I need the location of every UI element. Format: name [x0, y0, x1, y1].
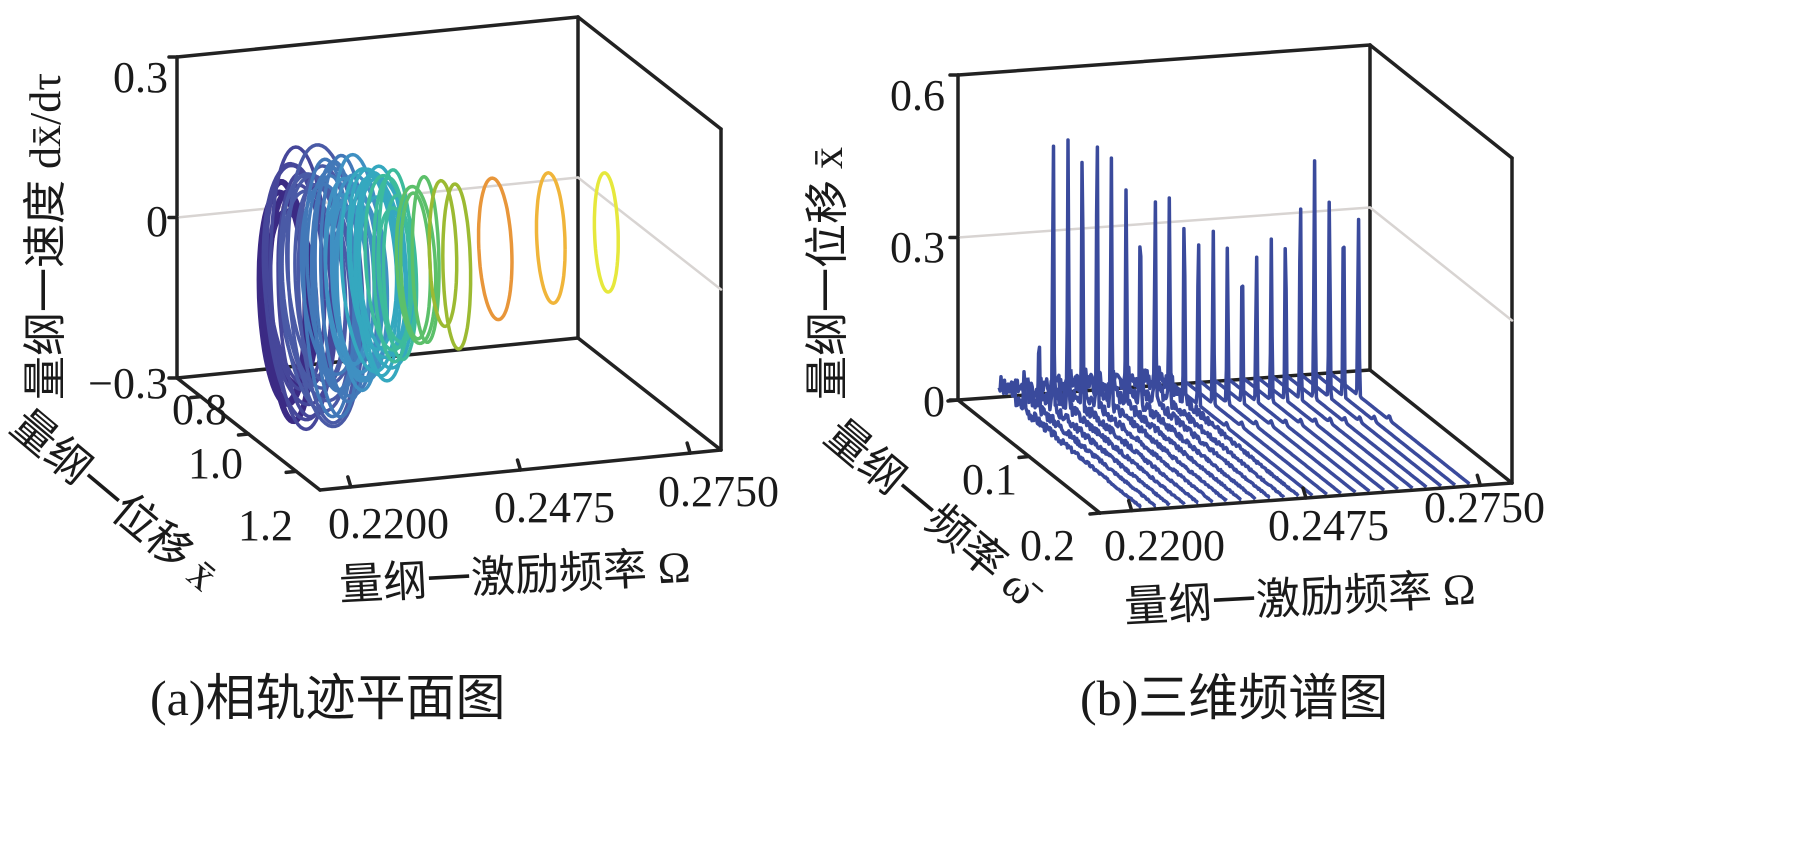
trajectory-loop	[476, 176, 514, 322]
trajectory-series	[256, 143, 620, 432]
x-tick-label: 0.2750	[658, 467, 779, 516]
y-tick-mark	[284, 469, 298, 475]
spectrum-line	[1025, 144, 1171, 507]
y-tick-mark	[1088, 511, 1102, 516]
trajectory-loop	[441, 182, 473, 351]
y-tick-mark	[189, 394, 203, 400]
z-axis-title: 量纲一位移 x̄	[803, 147, 852, 400]
axes-box-front	[167, 55, 723, 492]
spectrum-line	[1069, 145, 1214, 504]
spectrum-line	[1040, 138, 1186, 506]
x-tick-mark	[346, 475, 353, 489]
spectrum-line	[1226, 255, 1371, 493]
spectrum-line	[1140, 196, 1286, 499]
y-tick-mark	[236, 432, 251, 437]
spectrum-line	[1240, 237, 1386, 492]
spectrum-line	[1097, 188, 1243, 502]
spectrum-line	[1126, 200, 1271, 500]
trajectory-loop	[371, 176, 412, 364]
z-tick-label: 0	[923, 377, 945, 426]
spectrum-line	[1183, 229, 1328, 496]
spectrum-line	[1197, 246, 1342, 495]
spectrum-line	[997, 370, 1143, 509]
axis-edge	[1368, 43, 1514, 160]
x-tick-mark	[1301, 486, 1308, 500]
x-axis-title: 量纲一激励频率 Ω	[1123, 565, 1477, 632]
x-tick-mark	[1126, 498, 1134, 513]
y-tick-label: 1.2	[238, 501, 293, 550]
z-tick-label: −0.3	[88, 359, 168, 408]
y-tick-label: 1.0	[188, 439, 243, 488]
spectrum-line	[1054, 160, 1200, 505]
spectrum-line	[1283, 159, 1428, 489]
spectrum-line	[1169, 243, 1314, 497]
y-tick-label: 0.2	[1020, 521, 1075, 570]
x-tick-label: 0.2200	[328, 499, 449, 548]
spectrum-plot: 0.6 0.3 0 0 0.1 0.2 0.2200 0.2475 0.2750…	[803, 43, 1545, 726]
spectrum-line	[1254, 246, 1399, 491]
axes-box-back	[175, 15, 723, 452]
trajectory-loop	[394, 184, 438, 346]
spectrum-line	[1212, 284, 1357, 494]
z-axis-title: 量纲一速度 dx̄/dτ	[21, 73, 70, 400]
reference-line	[1368, 206, 1514, 322]
spectrum-line	[1012, 345, 1157, 508]
spectrum-line	[1111, 245, 1257, 501]
trajectory-loop	[427, 178, 459, 329]
z-tick-label: 0.6	[890, 71, 945, 120]
reference-line	[956, 206, 1372, 239]
x-tick-label: 0.2475	[1268, 501, 1389, 550]
z-tick-label: 0.3	[890, 223, 945, 272]
spectrum-series	[997, 138, 1471, 509]
caption-b: (b)三维频谱图	[1080, 670, 1388, 726]
phase-trajectory-plot: 0.3 0 −0.3 0.8 1.0 1.2 0.2200 0.2475 0.2…	[2, 15, 779, 726]
spectrum-line	[1311, 245, 1457, 487]
x-tick-mark	[515, 458, 523, 472]
spectrum-line	[1269, 207, 1414, 490]
caption-a: (a)相轨迹平面图	[150, 670, 506, 726]
y-tick-label: 0.1	[962, 455, 1017, 504]
z-tick-label: 0	[146, 197, 168, 246]
x-tick-mark	[1475, 473, 1483, 488]
x-tick-label: 0.2750	[1424, 483, 1545, 532]
x-tick-mark	[685, 441, 692, 455]
trajectory-loop	[592, 171, 620, 294]
spectrum-line	[1083, 156, 1228, 502]
axis-edge	[1368, 368, 1514, 485]
spectrum-line	[1326, 217, 1471, 486]
spectrum-line	[1297, 200, 1443, 488]
y-tick-mark	[946, 398, 960, 403]
reference-line	[576, 176, 723, 291]
axis-edge	[576, 15, 723, 131]
axis-edge	[576, 336, 723, 452]
x-tick-label: 0.2475	[494, 483, 615, 532]
x-tick-label: 0.2200	[1104, 521, 1225, 570]
axis-edge	[175, 15, 580, 59]
spectrum-line	[1154, 226, 1300, 498]
y-axis-title: 量纲一频率 ω̄	[816, 410, 1052, 619]
trajectory-loop	[534, 170, 567, 305]
y-tick-mark	[1017, 454, 1031, 460]
trajectory-loop	[353, 170, 403, 378]
axes-box-front	[946, 73, 1514, 516]
z-tick-label: 0.3	[113, 53, 168, 102]
y-tick-label: 0.8	[172, 385, 227, 434]
axes-box-back	[956, 43, 1514, 485]
axis-edge	[956, 43, 1372, 77]
x-axis-title: 量纲一激励频率 Ω	[338, 543, 692, 610]
